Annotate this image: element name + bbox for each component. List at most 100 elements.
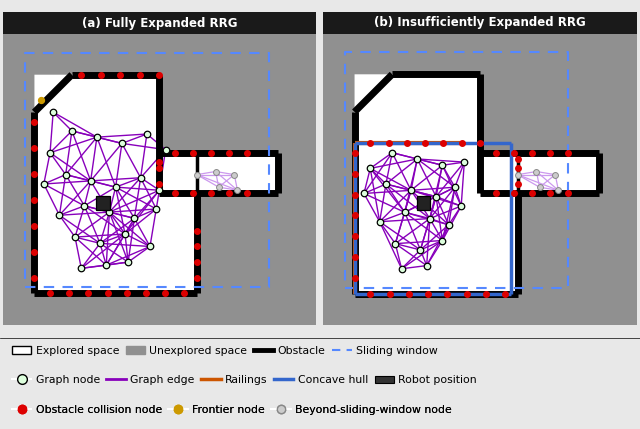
Point (349, 254, 360, 261)
Point (86, 178, 96, 184)
Polygon shape (518, 153, 599, 193)
Point (151, 205, 161, 212)
Point (29, 248, 40, 255)
Point (412, 156, 422, 163)
Point (229, 171, 239, 178)
Text: (a) Fully Expanded RRG: (a) Fully Expanded RRG (82, 17, 237, 30)
Point (115, 71, 125, 78)
Point (154, 71, 164, 78)
Text: (b) Insufficiently Expanded RRG: (b) Insufficiently Expanded RRG (374, 16, 586, 29)
Point (513, 165, 523, 172)
Point (170, 149, 180, 156)
Point (349, 149, 360, 156)
Point (500, 290, 510, 297)
Point (104, 208, 115, 215)
Point (102, 290, 113, 297)
Point (406, 187, 416, 194)
Point (122, 290, 132, 297)
Point (359, 190, 369, 197)
Point (206, 149, 216, 156)
Point (192, 259, 202, 266)
Point (545, 190, 555, 197)
Point (444, 221, 454, 228)
Point (70, 234, 80, 241)
Point (160, 290, 170, 297)
Point (460, 159, 470, 166)
Point (211, 168, 221, 175)
Point (101, 262, 111, 269)
Polygon shape (159, 153, 197, 193)
Point (513, 181, 523, 187)
Point (381, 181, 391, 187)
Point (95, 240, 105, 247)
Point (563, 149, 573, 156)
Point (404, 290, 414, 297)
Point (374, 218, 385, 225)
Point (96, 71, 106, 78)
Point (420, 140, 430, 147)
Point (545, 149, 555, 156)
Point (224, 190, 234, 197)
Point (390, 240, 401, 247)
Point (170, 190, 180, 197)
Bar (96, 196, 110, 210)
Point (553, 187, 564, 194)
Point (365, 140, 375, 147)
Point (423, 290, 433, 297)
Point (29, 222, 40, 229)
Point (232, 187, 243, 193)
Point (509, 190, 519, 197)
Point (349, 191, 360, 198)
Point (120, 230, 130, 237)
Point (415, 247, 426, 254)
Point (349, 233, 360, 240)
Point (425, 215, 435, 222)
Point (29, 170, 40, 177)
Polygon shape (355, 74, 518, 294)
Point (509, 149, 519, 156)
Point (475, 140, 485, 147)
Point (64, 290, 74, 297)
Point (154, 165, 164, 172)
Point (534, 184, 545, 190)
Point (490, 190, 500, 197)
Point (54, 212, 65, 219)
Point (527, 190, 537, 197)
Point (513, 156, 523, 163)
Point (192, 243, 202, 250)
Point (188, 190, 198, 197)
Point (83, 290, 93, 297)
Point (365, 165, 375, 172)
Point (450, 184, 460, 190)
Bar (417, 196, 431, 210)
Point (349, 275, 360, 281)
Point (141, 130, 152, 137)
Point (129, 215, 140, 222)
Point (67, 127, 77, 134)
Point (188, 149, 198, 156)
Point (349, 170, 360, 177)
Point (385, 290, 395, 297)
Point (134, 71, 145, 78)
Polygon shape (35, 75, 197, 293)
Point (461, 290, 472, 297)
Point (399, 209, 410, 216)
Point (29, 274, 40, 281)
Point (154, 181, 164, 187)
Point (224, 149, 234, 156)
Bar (323, 12, 637, 33)
Point (192, 227, 202, 234)
Point (79, 202, 90, 209)
Point (76, 71, 86, 78)
Point (36, 96, 46, 103)
Polygon shape (355, 74, 392, 112)
Point (365, 290, 375, 297)
Point (442, 290, 452, 297)
Point (161, 146, 171, 153)
Point (61, 171, 71, 178)
Point (242, 149, 252, 156)
Point (154, 159, 164, 166)
Point (29, 196, 40, 203)
Point (349, 212, 360, 219)
Point (111, 184, 121, 190)
